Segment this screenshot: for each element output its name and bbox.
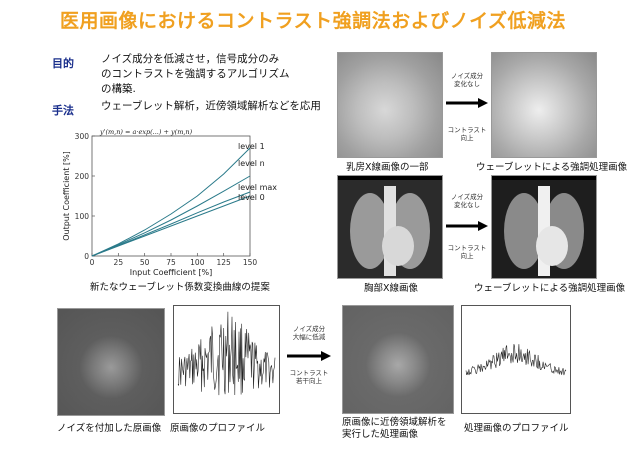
chart-caption: 新たなウェーブレット係数変換曲線の提案 [90, 282, 270, 293]
chest-arrow-top-line-1: ノイズ成分 [450, 193, 484, 201]
chest-arrow-icon [446, 221, 488, 231]
chest-xray-graphic [338, 176, 442, 278]
x-tick-label: 125 [217, 258, 232, 267]
chest-caption-right: ウェーブレットによる強調処理画像 [474, 283, 626, 294]
y-tick-label: 300 [75, 132, 90, 141]
page-title: 医用画像におけるコントラスト強調法およびノイズ低減法 [60, 10, 567, 32]
chest-arrow-bottom-line-1: コントラスト [447, 244, 487, 252]
caption-processed: 原画像に近傍領域解析を 実行した処理画像 [342, 417, 447, 441]
x-axis-label: Input Coefficient [%] [130, 268, 213, 277]
x-tick-label: 25 [114, 258, 124, 267]
mammo-caption-right: ウェーブレットによる強調処理画像 [476, 162, 628, 173]
chest-xray-enhanced-graphic [492, 176, 596, 278]
series-line-1 [91, 175, 251, 257]
chest-original-image [337, 175, 443, 279]
x-tick-label: 75 [166, 258, 176, 267]
purpose-line-1: ノイズ成分を低減させ，信号成分のみ [101, 53, 280, 65]
original-profile-plot [173, 305, 280, 414]
x-tick-label: 100 [190, 258, 205, 267]
chest-arrow-top-line-2: 変化なし [454, 201, 480, 209]
mammo-arrow-bottom-line-2: 向上 [460, 134, 474, 142]
y-axis-label: Output Coefficient [%] [62, 151, 71, 241]
x-tick-label: 150 [243, 258, 258, 267]
bottom-arrow-bottom-text: コントラスト 若干向上 [283, 369, 335, 385]
caption-noisy-original: ノイズを付加した原画像 [57, 423, 162, 434]
chart-curves [91, 147, 251, 257]
processed-image [342, 305, 454, 414]
profile-trace [465, 344, 567, 376]
series-line-3 [91, 195, 251, 257]
chest-caption-left: 胸部X線画像 [364, 283, 419, 294]
chest-arrow-bottom-line-2: 向上 [460, 252, 474, 260]
series-label-0: level 1 [238, 142, 265, 151]
bottom-arrow-bottom-line-2: 若干向上 [296, 377, 322, 385]
plot-frame [91, 135, 251, 257]
profile-trace [177, 311, 276, 396]
mammo-enhanced-image [491, 52, 597, 158]
coefficient-chart: y'(m,n) = a·exp(...) + y(m,n) 0 25 50 75 100… [62, 128, 277, 277]
mammo-arrow-top-line-1: ノイズ成分 [450, 72, 484, 80]
caption-processed-line-2: 実行した処理画像 [342, 429, 419, 440]
y-tick-label: 200 [75, 172, 90, 181]
bottom-arrow-bottom-line-1: コントラスト [289, 369, 329, 377]
bottom-arrow-top-line-2: 大幅に低減 [292, 333, 326, 341]
y-tick-label: 100 [75, 212, 90, 221]
purpose-line-2: のコントラストを強調するアルゴリズム [101, 68, 290, 80]
processed-profile-plot [461, 305, 571, 414]
mammo-arrow-bottom-line-1: コントラスト [447, 126, 487, 134]
mammo-arrow-top-text: ノイズ成分 変化なし [446, 72, 488, 88]
caption-processed-line-1: 原画像に近傍領域解析を [342, 417, 447, 428]
method-label: 手法 [52, 104, 74, 117]
chart-axes: 0 25 50 75 100 125 150 0 100 200 300 Input Coeffici… [62, 132, 257, 277]
x-tick-label: 0 [90, 258, 95, 267]
purpose-label: 目的 [52, 57, 74, 70]
x-tick-label: 50 [140, 258, 150, 267]
chest-arrow-bottom-text: コントラスト 向上 [446, 244, 488, 260]
y-tick-label: 0 [84, 252, 89, 261]
mammo-caption-left: 乳房X線画像の一部 [346, 162, 429, 173]
series-line-0 [91, 147, 251, 257]
bottom-arrow-icon [287, 351, 331, 361]
mammo-arrow-icon [446, 98, 488, 108]
chest-enhanced-image [491, 175, 597, 279]
mammo-arrow-bottom-text: コントラスト 向上 [446, 126, 488, 142]
mammo-arrow-top-line-2: 変化なし [454, 80, 480, 88]
series-label-3: level 0 [238, 193, 265, 202]
caption-original-profile: 原画像のプロファイル [170, 423, 266, 434]
series-label-2: level max [238, 183, 277, 192]
bottom-arrow-top-text: ノイズ成分 大幅に低減 [283, 325, 335, 341]
chest-arrow-top-text: ノイズ成分 変化なし [446, 193, 488, 209]
series-label-1: level n [238, 159, 265, 168]
purpose-text: ノイズ成分を低減させ，信号成分のみ のコントラストを強調するアルゴリズム の構築… [101, 52, 289, 97]
chart-formula: y'(m,n) = a·exp(...) + y(m,n) [99, 128, 193, 136]
noisy-original-image [57, 308, 165, 416]
series-line-2 [91, 191, 251, 257]
caption-processed-profile: 処理画像のプロファイル [464, 423, 569, 434]
mammo-original-image [337, 52, 443, 158]
method-text: ウェーブレット解析，近傍領域解析などを応用 [101, 100, 321, 112]
bottom-arrow-top-line-1: ノイズ成分 [292, 325, 326, 333]
purpose-line-3: の構築. [101, 83, 136, 95]
